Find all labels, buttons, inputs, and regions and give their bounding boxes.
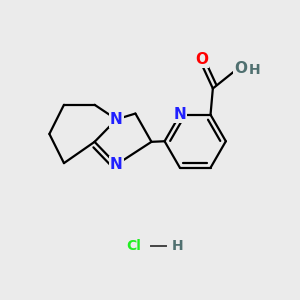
Text: N: N [110,112,123,127]
Text: H: H [172,239,184,253]
Text: H: H [249,63,260,77]
Text: O: O [195,52,208,67]
Text: Cl: Cl [127,239,141,253]
Text: N: N [173,107,186,122]
Text: O: O [234,61,247,76]
Text: N: N [110,157,123,172]
